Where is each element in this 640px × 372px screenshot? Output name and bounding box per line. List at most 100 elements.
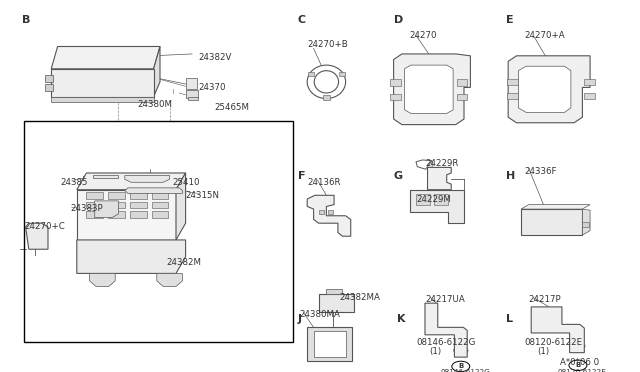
Bar: [319, 210, 324, 214]
Polygon shape: [307, 195, 351, 236]
Bar: [326, 289, 342, 294]
Text: 24136R: 24136R: [307, 178, 340, 187]
Text: 24382MA: 24382MA: [339, 293, 380, 302]
Text: 24270+C: 24270+C: [24, 222, 65, 231]
Polygon shape: [77, 240, 186, 273]
Polygon shape: [176, 173, 186, 240]
Text: 24382M: 24382M: [166, 258, 202, 267]
Text: J: J: [298, 314, 301, 324]
Circle shape: [571, 342, 585, 350]
Text: E: E: [506, 15, 513, 25]
Bar: [319, 294, 354, 312]
Polygon shape: [404, 65, 453, 113]
Polygon shape: [51, 97, 154, 102]
Text: 24217UA: 24217UA: [426, 295, 465, 304]
Text: 08120-6122E: 08120-6122E: [525, 338, 583, 347]
Bar: [416, 194, 430, 205]
Bar: [339, 72, 345, 76]
Bar: [108, 202, 125, 208]
Text: 24217P: 24217P: [528, 295, 561, 304]
Text: D: D: [394, 15, 403, 25]
Bar: [86, 202, 103, 208]
Polygon shape: [93, 175, 118, 178]
Text: B: B: [458, 363, 463, 369]
Bar: [152, 211, 168, 218]
Bar: [314, 331, 346, 357]
Text: B: B: [22, 15, 31, 25]
Bar: [130, 202, 147, 208]
Polygon shape: [394, 54, 470, 125]
Bar: [45, 75, 53, 82]
Polygon shape: [531, 307, 584, 353]
Bar: [24, 121, 293, 342]
Text: 24229M: 24229M: [416, 195, 451, 203]
Text: H: H: [506, 171, 515, 181]
Text: 24336F: 24336F: [525, 167, 557, 176]
Polygon shape: [95, 201, 118, 218]
Polygon shape: [521, 205, 590, 209]
Text: 24270+A: 24270+A: [525, 31, 565, 40]
Text: C: C: [298, 15, 306, 25]
Text: 24385: 24385: [61, 178, 88, 187]
Text: 25465M: 25465M: [214, 103, 250, 112]
Text: A*0*06 0: A*0*06 0: [560, 358, 599, 367]
Polygon shape: [90, 273, 115, 286]
Polygon shape: [157, 273, 182, 286]
Text: 24270+B: 24270+B: [307, 40, 348, 49]
Polygon shape: [26, 223, 48, 249]
Polygon shape: [154, 46, 160, 97]
Polygon shape: [425, 303, 467, 357]
Bar: [108, 192, 125, 199]
Text: 24270: 24270: [410, 31, 437, 40]
Text: (1): (1): [429, 347, 441, 356]
Bar: [521, 209, 582, 235]
Bar: [507, 79, 518, 85]
Bar: [457, 94, 467, 100]
Bar: [45, 84, 53, 91]
Bar: [307, 327, 352, 361]
Bar: [323, 95, 330, 100]
Text: 25410: 25410: [173, 178, 200, 187]
Polygon shape: [518, 66, 571, 112]
Polygon shape: [428, 167, 451, 190]
Bar: [186, 90, 198, 98]
Bar: [152, 202, 168, 208]
Polygon shape: [51, 46, 160, 69]
Text: (1): (1): [538, 347, 550, 356]
Polygon shape: [125, 176, 170, 182]
Text: L: L: [506, 314, 513, 324]
Text: G: G: [394, 171, 403, 181]
Bar: [186, 78, 197, 89]
Circle shape: [454, 346, 468, 355]
Bar: [86, 192, 103, 199]
Circle shape: [452, 361, 470, 372]
Bar: [457, 79, 467, 86]
Bar: [130, 192, 147, 199]
Bar: [152, 192, 168, 199]
Bar: [108, 211, 125, 218]
Text: 24229R: 24229R: [426, 159, 459, 168]
Bar: [434, 194, 448, 205]
Bar: [188, 97, 198, 100]
Text: F: F: [298, 171, 305, 181]
Text: 24370: 24370: [198, 83, 226, 92]
Polygon shape: [77, 190, 176, 240]
Text: 08146-6122G: 08146-6122G: [440, 369, 490, 372]
Text: 08120-6122E: 08120-6122E: [557, 369, 606, 372]
Polygon shape: [125, 188, 182, 193]
Polygon shape: [51, 69, 154, 97]
Text: 24380M: 24380M: [138, 100, 173, 109]
Bar: [582, 222, 589, 227]
Bar: [328, 210, 333, 214]
Bar: [584, 79, 595, 85]
Polygon shape: [582, 209, 590, 235]
Bar: [390, 79, 401, 86]
Polygon shape: [77, 173, 186, 190]
Bar: [130, 211, 147, 218]
Bar: [507, 93, 518, 99]
Bar: [86, 211, 103, 218]
Polygon shape: [410, 190, 464, 223]
Polygon shape: [508, 56, 590, 123]
Text: 24383P: 24383P: [70, 204, 103, 213]
Text: 24382V: 24382V: [198, 53, 232, 62]
